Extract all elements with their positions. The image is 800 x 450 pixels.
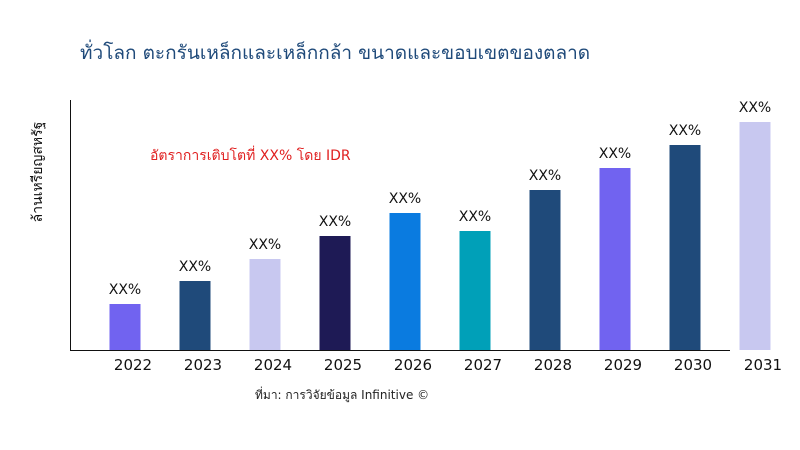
data-label-2031: XX% [739,100,771,116]
data-label-2026: XX% [389,191,421,207]
x-tick-label: 2023 [184,356,222,374]
bar-2024 [249,259,281,350]
data-label-2028: XX% [529,168,561,184]
x-tick-label: 2024 [254,356,292,374]
data-label-2025: XX% [319,214,351,230]
data-label-2029: XX% [599,146,631,162]
x-tick-label: 2026 [394,356,432,374]
bar-2028 [529,190,561,350]
data-label-2023: XX% [179,259,211,275]
x-tick-label: 2022 [114,356,152,374]
x-tick-label: 2031 [744,356,782,374]
data-label-2024: XX% [249,237,281,253]
x-tick-label: 2030 [674,356,712,374]
bar-2025 [319,236,351,350]
source-note: ที่มา: การวิจัยข้อมูล Infinitive © [255,388,430,402]
bar-2030 [669,145,701,350]
chart-title: ทั่วโลก ตะกรันเหล็กและเหล็กกล้า ขนาดและข… [80,42,591,64]
bar-2022 [109,304,141,350]
x-tick-label: 2027 [464,356,502,374]
data-label-2030: XX% [669,123,701,139]
x-tick-label: 2028 [534,356,572,374]
data-label-2027: XX% [459,209,491,225]
bar-2031 [739,122,771,350]
bar-2026 [389,213,421,350]
x-tick-label: 2025 [324,356,362,374]
bar-2027 [459,231,491,350]
bar-2023 [179,281,211,350]
bar-2029 [599,168,631,350]
x-tick-label: 2029 [604,356,642,374]
data-label-2022: XX% [109,282,141,298]
growth-annotation: อัตราการเติบโตที่ XX% โดย IDR [150,148,351,164]
